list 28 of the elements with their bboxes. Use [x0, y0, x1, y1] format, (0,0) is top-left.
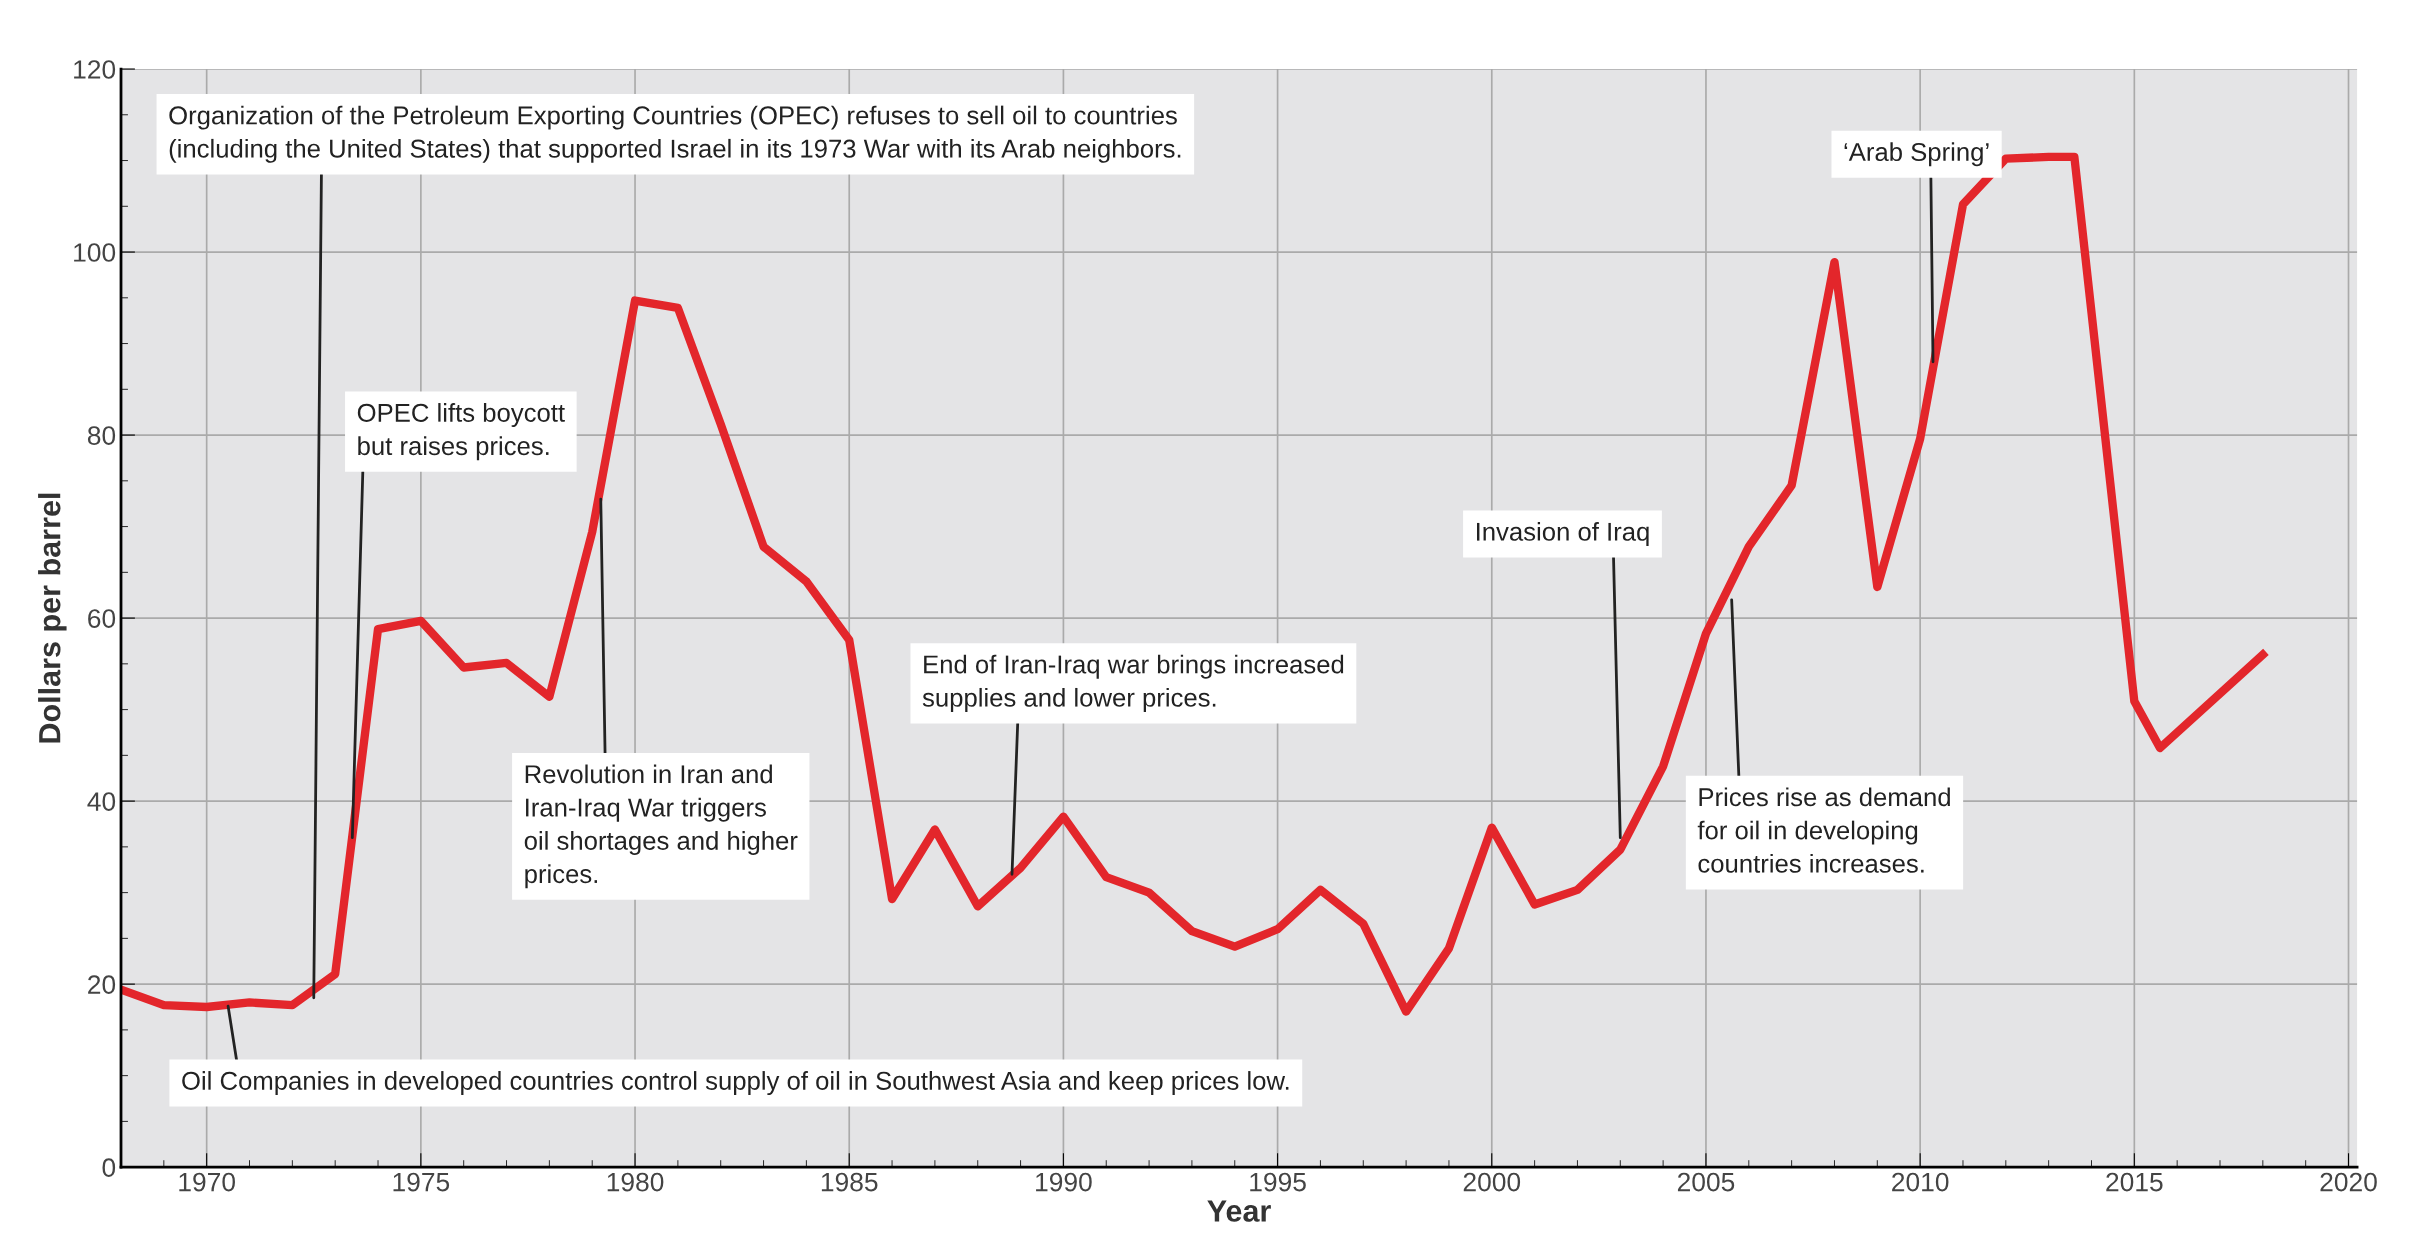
y-tick-label: 120 [74, 60, 116, 79]
annotation: Prices rise as demand for oil in developing countries increases. [1697, 787, 1950, 873]
x-tick-label: 2010 [1892, 1172, 1949, 1192]
annotation: OPEC lifts boycott but raises prices. [357, 403, 565, 461]
y-tick-label: 0 [102, 1158, 116, 1177]
x-tick-label: 2005 [1677, 1172, 1735, 1192]
annotation: Organization of the Petroleum Exporting Countries (OPEC) refuses to sell oil to countries (including the United States) that supported Israel in its 1973 War with its Arab neighbors. [169, 105, 1181, 163]
x-tick-label: 2000 [1463, 1172, 1521, 1192]
annotation: Oil Companies in developed countries control supply of oil in Southwest Asia and keep prices low. [182, 1071, 1289, 1096]
x-tick-label: 1980 [607, 1172, 664, 1192]
y-tick-label: 80 [87, 426, 116, 445]
y-tick-label: 100 [74, 243, 116, 262]
x-tick-label: 1990 [1036, 1172, 1092, 1192]
x-tick-label: 1995 [1250, 1172, 1306, 1192]
x-tick-label: 2015 [2106, 1172, 2163, 1192]
y-tick-label: 40 [87, 792, 116, 811]
x-axis-title: Year [1207, 1200, 1271, 1222]
x-tick-label: 1970 [179, 1172, 235, 1192]
annotation: End of Iran-Iraq war brings increased supplies and lower prices. [922, 654, 1344, 712]
x-tick-label: 2020 [2320, 1172, 2377, 1192]
annotation: ‘Arab Spring’ [1844, 142, 1989, 167]
annotation: Revolution in Iran and Iran-Iraq War triggers oil shortages and higher prices. [524, 764, 798, 889]
y-tick-label: 60 [88, 609, 116, 628]
y-axis-title: Dollars per barrel [38, 493, 67, 743]
annotation: Invasion of Iraq [1477, 522, 1649, 546]
x-tick-label: 1985 [821, 1172, 878, 1192]
y-tick-label: 20 [88, 975, 116, 994]
x-tick-label: 1975 [393, 1172, 450, 1192]
